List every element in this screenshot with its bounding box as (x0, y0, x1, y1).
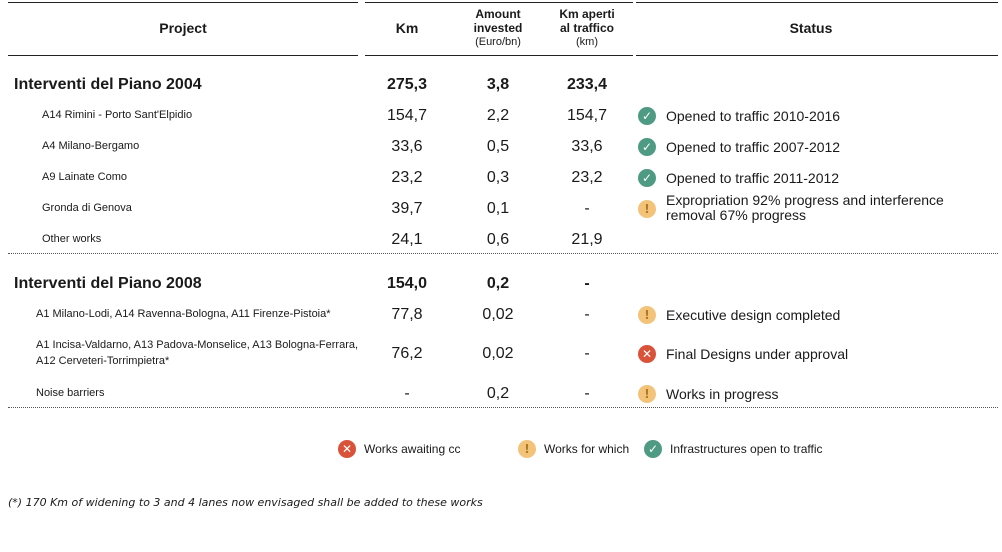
header-bottom-rule (8, 55, 358, 56)
header-km-open: Km aperti al traffico (km) (545, 0, 629, 56)
cross-icon: ✕ (338, 440, 356, 458)
row-amount: 0,6 (486, 231, 510, 248)
row-status-text: Works in progress (666, 385, 779, 402)
row-status: ✓ Opened to traffic 2007-2012 (638, 138, 1000, 156)
header-km-open-line2: al traffico (559, 21, 614, 35)
row-status-text: Expropriation 92% progress and interfere… (666, 193, 944, 223)
row-amount: 0,02 (482, 345, 514, 362)
row-km-open: 21,9 (571, 231, 603, 248)
exclamation-icon: ! (518, 440, 536, 458)
header-amount-line1: Amount (475, 7, 521, 21)
plan2004-km-open: 233,4 (566, 76, 608, 93)
row-km-open: - (584, 200, 590, 217)
row-project-name-line1: A1 Incisa-Valdarno, A13 Padova-Monselice… (36, 339, 359, 351)
header-amount-unit: (Euro/bn) (475, 36, 521, 48)
row-km-open: - (584, 306, 590, 323)
row-status-text: Opened to traffic 2007-2012 (666, 138, 841, 155)
row-amount: 0,2 (486, 385, 510, 402)
check-icon: ✓ (638, 138, 656, 156)
group-separator (8, 253, 998, 254)
row-km: 33,6 (391, 138, 423, 155)
row-status: ! Executive design completed (638, 306, 1000, 324)
header-amount: Amount invested (Euro/bn) (456, 0, 540, 56)
row-project-name: A9 Lainate Como (42, 171, 127, 183)
plan2008-km: 154,0 (386, 275, 428, 292)
plan2004-title: Interventi del Piano 2004 (14, 76, 202, 93)
row-amount: 0,1 (486, 200, 510, 217)
row-status: ✓ Opened to traffic 2011-2012 (638, 169, 1000, 187)
header-km: Km (365, 0, 449, 56)
header-amount-line2: invested (473, 21, 523, 35)
legend-for-which: ! Works for which (518, 440, 629, 458)
row-status: ✓ Opened to traffic 2010-2016 (638, 107, 1000, 125)
header-top-rule-project (8, 2, 358, 3)
header-km-open-line1: Km aperti (559, 7, 615, 21)
row-km: 77,8 (391, 306, 423, 323)
row-km-open: - (584, 345, 590, 362)
row-status-text: Executive design completed (666, 306, 841, 323)
row-status-text: Final Designs under approval (666, 345, 849, 362)
row-project-name: Other works (42, 233, 102, 245)
row-status: ! Works in progress (638, 385, 1000, 403)
row-km-open: 23,2 (571, 169, 603, 186)
row-km-open: 154,7 (566, 107, 608, 124)
row-km: - (404, 385, 410, 402)
legend-for-which-label: Works for which (544, 442, 630, 456)
header-status: Status (630, 0, 992, 56)
legend-awaiting: ✕ Works awaiting cc (338, 440, 460, 458)
plan2008-amount: 0,2 (486, 275, 510, 292)
row-amount: 0,02 (482, 306, 514, 323)
plan2004-km: 275,3 (386, 76, 428, 93)
header-top-rule (365, 2, 633, 3)
header-bottom-rule-mid (365, 55, 633, 56)
row-km-open: - (584, 385, 590, 402)
legend-open: ✓ Infrastructures open to traffic (644, 440, 823, 458)
row-status-text: Opened to traffic 2010-2016 (666, 107, 841, 124)
row-project-name: A1 Milano-Lodi, A14 Ravenna-Bologna, A11… (36, 308, 331, 320)
check-icon: ✓ (638, 107, 656, 125)
row-project-name: A4 Milano-Bergamo (42, 140, 140, 152)
check-icon: ✓ (638, 169, 656, 187)
row-km-open: 33,6 (571, 138, 603, 155)
header-project: Project (8, 0, 358, 56)
row-status: ✕ Final Designs under approval (638, 345, 1000, 363)
header-status-label: Status (789, 20, 833, 36)
row-amount: 0,5 (486, 138, 510, 155)
row-project-name: Gronda di Genova (42, 202, 132, 214)
check-icon: ✓ (644, 440, 662, 458)
table-bottom-rule (8, 407, 998, 408)
row-amount: 0,3 (486, 169, 510, 186)
plan2004-amount: 3,8 (486, 76, 510, 93)
row-km: 23,2 (391, 169, 423, 186)
row-status: ! Expropriation 92% progress and interfe… (638, 193, 1000, 223)
row-km: 154,7 (386, 107, 428, 124)
row-km: 24,1 (391, 231, 423, 248)
row-km: 39,7 (391, 200, 423, 217)
header-bottom-rule-status (636, 55, 998, 56)
row-amount: 2,2 (486, 107, 510, 124)
footnote: (*) 170 Km of widening to 3 and 4 lanes … (8, 496, 483, 509)
row-km: 76,2 (391, 345, 423, 362)
header-km-label: Km (395, 20, 419, 36)
row-project-name: Noise barriers (36, 387, 105, 399)
header-km-open-unit: (km) (576, 36, 598, 48)
header-project-label: Project (159, 20, 207, 36)
row-project-name-line2: A12 Cerveteri-Torrimpietra* (36, 355, 170, 367)
plan2008-km-open: - (584, 275, 590, 292)
cross-icon: ✕ (638, 345, 656, 363)
exclamation-icon: ! (638, 385, 656, 403)
header-top-rule-status (636, 2, 998, 3)
legend-awaiting-label: Works awaiting cc (364, 442, 461, 456)
row-status-text: Opened to traffic 2011-2012 (666, 169, 840, 186)
plan2008-title: Interventi del Piano 2008 (14, 275, 202, 292)
exclamation-icon: ! (638, 200, 656, 218)
row-project-name: A14 Rimini - Porto Sant'Elpidio (42, 109, 193, 121)
legend-open-label: Infrastructures open to traffic (670, 442, 823, 456)
exclamation-icon: ! (638, 306, 656, 324)
